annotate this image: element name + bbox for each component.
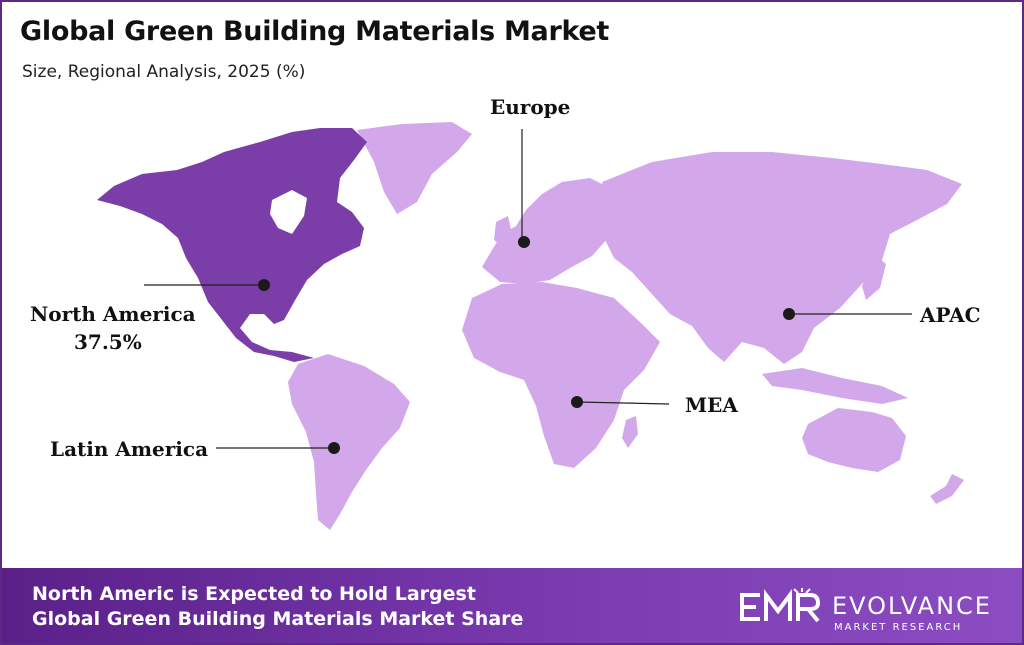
hudson-bay	[270, 190, 307, 234]
north-america-marker	[258, 279, 270, 291]
apac-marker	[783, 308, 795, 320]
page-title: Global Green Building Materials Market	[20, 16, 610, 47]
logo-name: EVOLVANCE	[832, 592, 992, 620]
australia-landmass	[802, 408, 906, 472]
latin-america-label: Latin America	[50, 437, 209, 461]
new-zealand-landmass	[930, 474, 964, 504]
world-map	[97, 122, 964, 530]
emr-logo-icon	[740, 588, 821, 623]
madagascar-landmass	[622, 416, 638, 448]
south-america-landmass	[288, 354, 410, 530]
uk-landmass	[494, 216, 512, 248]
mea-label: MEA	[685, 393, 738, 417]
footer-line-1: North Americ is Expected to Hold Largest	[32, 583, 476, 605]
europe-label: Europe	[490, 95, 571, 119]
arctic-islands	[252, 142, 322, 174]
africa-landmass	[462, 282, 660, 468]
footer-banner: North Americ is Expected to Hold Largest…	[2, 568, 1022, 643]
japan-landmass	[862, 254, 886, 300]
greenland-landmass	[357, 122, 472, 214]
apac-label: APAC	[920, 303, 981, 327]
asia-landmass	[602, 152, 962, 364]
footer-line-2: Global Green Building Materials Market S…	[32, 608, 524, 630]
page-subtitle: Size, Regional Analysis, 2025 (%)	[22, 62, 306, 82]
mea-leader-line	[576, 401, 670, 405]
footer-text: North Americ is Expected to Hold Largest…	[32, 582, 523, 632]
southeast-asia-islands	[762, 368, 908, 404]
latin-america-marker	[328, 442, 340, 454]
north-america-value: 37.5%	[74, 330, 142, 354]
europe-marker	[518, 236, 530, 248]
logo-tagline: MARKET RESEARCH	[834, 622, 963, 633]
mea-marker	[571, 396, 583, 408]
europe-landmass	[482, 178, 622, 284]
north-america-landmass	[97, 128, 367, 362]
north-america-label: North America	[30, 302, 196, 326]
